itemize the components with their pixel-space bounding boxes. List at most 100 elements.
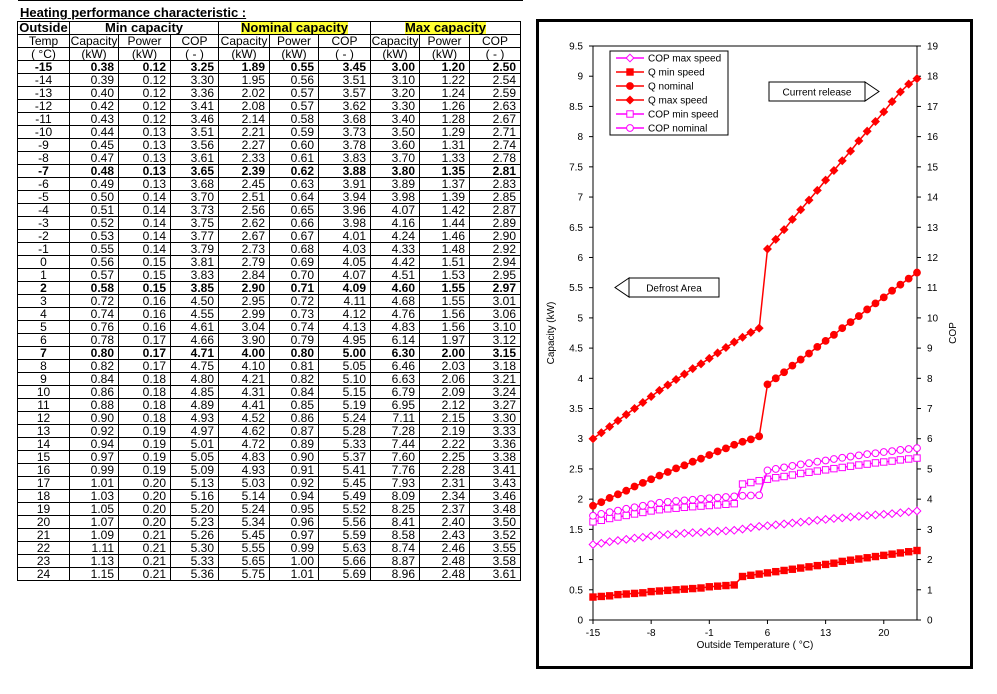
value-cell: 4.16 bbox=[370, 216, 420, 230]
value-cell: 3.52 bbox=[469, 528, 521, 542]
table-row: 3 0.72 0.16 4.50 2.95 0.72 4.11 4.68 1.55 3.01 bbox=[17, 294, 521, 308]
value-cell: 0.21 bbox=[118, 567, 171, 581]
data-point-cop-max-speed bbox=[829, 513, 839, 523]
y2-axis-title: COP bbox=[948, 322, 959, 344]
value-cell: 3.30 bbox=[370, 99, 420, 113]
value-cell: 2.81 bbox=[469, 164, 521, 178]
data-point-cop-max-speed bbox=[688, 528, 698, 538]
value-cell: 0.58 bbox=[269, 112, 319, 126]
value-cell: 7.76 bbox=[370, 463, 420, 477]
data-point-cop-min-speed bbox=[880, 458, 888, 466]
data-point-q-min-speed bbox=[738, 572, 747, 581]
value-cell: 0.57 bbox=[269, 86, 319, 100]
data-point-q-min-speed bbox=[846, 556, 855, 564]
value-cell: 3.21 bbox=[469, 372, 521, 386]
data-point-q-max-speed bbox=[605, 422, 615, 432]
temp-cell: 20 bbox=[17, 515, 70, 529]
value-cell: 0.53 bbox=[69, 229, 119, 243]
legend-marker bbox=[626, 82, 634, 90]
current-release-label: Current release bbox=[783, 88, 852, 99]
value-cell: 0.14 bbox=[118, 203, 171, 217]
value-cell: 4.55 bbox=[170, 307, 219, 321]
data-point-q-min-speed bbox=[772, 567, 780, 576]
value-cell: 2.19 bbox=[419, 424, 470, 438]
table-row: 16 0.99 0.19 5.09 4.93 0.91 5.41 7.76 2.28 3.41 bbox=[17, 463, 521, 477]
value-cell: 0.90 bbox=[69, 411, 119, 425]
value-cell: 2.37 bbox=[419, 502, 470, 516]
value-cell: 8.58 bbox=[370, 528, 420, 542]
data-point-cop-nominal bbox=[697, 494, 705, 503]
value-cell: 1.15 bbox=[69, 567, 119, 581]
unit-cell: ( - ) bbox=[469, 47, 521, 61]
value-cell: 2.99 bbox=[218, 307, 270, 321]
value-cell: 0.20 bbox=[118, 476, 171, 490]
legend-label: COP nominal bbox=[648, 124, 707, 135]
value-cell: 3.46 bbox=[170, 112, 219, 126]
x-tick-label: 20 bbox=[878, 628, 890, 639]
value-cell: 3.55 bbox=[469, 541, 521, 555]
legend-marker bbox=[626, 110, 634, 118]
temp-cell: -12 bbox=[17, 99, 70, 113]
data-point-cop-nominal bbox=[771, 465, 780, 473]
data-point-cop-min-speed bbox=[838, 463, 846, 472]
data-point-q-min-speed bbox=[597, 592, 606, 601]
data-point-cop-min-speed bbox=[705, 501, 714, 510]
data-point-cop-min-speed bbox=[805, 468, 813, 476]
temp-cell: -8 bbox=[17, 151, 70, 165]
legend-label: COP max speed bbox=[648, 54, 721, 65]
series-line-cop-nominal bbox=[592, 447, 918, 517]
data-point-cop-max-speed bbox=[621, 534, 631, 544]
table-row: 13 0.92 0.19 4.97 4.62 0.87 5.28 7.28 2.19 3.33 bbox=[17, 424, 521, 438]
data-point-cop-nominal bbox=[796, 460, 805, 469]
value-cell: 3.88 bbox=[318, 164, 371, 178]
group-header-nominal-capacity: Nominal capacity bbox=[218, 21, 371, 35]
value-cell: 1.09 bbox=[69, 528, 119, 542]
value-cell: 2.39 bbox=[218, 164, 270, 178]
data-point-cop-nominal bbox=[730, 492, 739, 501]
data-point-cop-nominal bbox=[879, 448, 888, 456]
value-cell: 4.75 bbox=[170, 359, 219, 373]
data-point-q-nominal bbox=[614, 490, 622, 499]
y2-tick-label: 17 bbox=[927, 102, 939, 113]
value-cell: 4.50 bbox=[170, 294, 219, 308]
data-point-q-min-speed bbox=[664, 586, 672, 595]
value-cell: 1.39 bbox=[419, 190, 470, 204]
data-point-cop-max-speed bbox=[638, 532, 648, 542]
value-cell: 3.96 bbox=[318, 203, 371, 217]
value-cell: 2.67 bbox=[469, 112, 521, 126]
value-cell: 0.18 bbox=[118, 411, 171, 425]
data-point-q-nominal bbox=[655, 471, 664, 480]
value-cell: 0.58 bbox=[69, 281, 119, 295]
value-cell: 2.78 bbox=[469, 151, 521, 165]
value-cell: 2.62 bbox=[218, 216, 270, 230]
value-cell: 3.50 bbox=[370, 125, 420, 139]
data-point-cop-max-speed bbox=[771, 520, 781, 530]
data-point-q-min-speed bbox=[913, 546, 921, 555]
data-point-cop-max-speed bbox=[895, 508, 905, 518]
data-point-cop-max-speed bbox=[588, 539, 598, 549]
data-point-q-min-speed bbox=[855, 555, 863, 563]
table-row: 17 1.01 0.20 5.13 5.03 0.92 5.45 7.93 2.31 3.43 bbox=[17, 476, 521, 490]
value-cell: 0.81 bbox=[269, 359, 319, 373]
y2-tick-label: 5 bbox=[927, 464, 933, 475]
current-release-arrow-icon bbox=[864, 81, 880, 102]
data-point-q-nominal bbox=[630, 482, 639, 491]
value-cell: 5.56 bbox=[318, 515, 371, 529]
data-point-q-max-speed bbox=[804, 195, 814, 205]
value-cell: 0.95 bbox=[269, 502, 319, 516]
table-row: 9 0.84 0.18 4.80 4.21 0.82 5.10 6.63 2.06 3.21 bbox=[17, 372, 521, 386]
data-point-cop-nominal bbox=[763, 466, 772, 475]
value-cell: 0.70 bbox=[269, 268, 319, 282]
value-cell: 2.06 bbox=[419, 372, 470, 386]
data-point-cop-nominal bbox=[688, 495, 697, 504]
data-point-q-min-speed bbox=[780, 566, 788, 575]
value-cell: 5.75 bbox=[218, 567, 270, 581]
data-point-q-nominal bbox=[813, 342, 822, 351]
value-cell: 1.55 bbox=[419, 281, 470, 295]
y-tick-label: 5.5 bbox=[569, 283, 583, 294]
data-point-cop-max-speed bbox=[804, 516, 814, 526]
temp-cell: -10 bbox=[17, 125, 70, 139]
value-cell: 0.56 bbox=[269, 73, 319, 87]
data-point-q-max-speed bbox=[821, 175, 831, 185]
value-cell: 0.14 bbox=[118, 242, 171, 256]
